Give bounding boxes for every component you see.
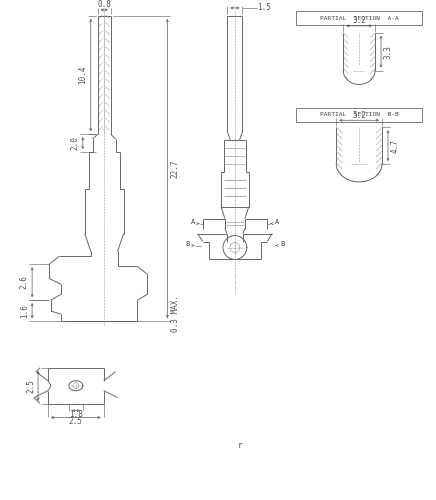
Text: PARTIAL  SECTION  A-A: PARTIAL SECTION A-A: [320, 16, 399, 21]
Text: B: B: [280, 240, 284, 246]
Text: 4.7: 4.7: [391, 138, 399, 152]
Text: 1.5: 1.5: [257, 4, 271, 13]
Text: 1.6: 1.6: [20, 304, 29, 318]
Text: PARTIAL  SECTION  B-B: PARTIAL SECTION B-B: [320, 112, 399, 117]
FancyBboxPatch shape: [296, 12, 422, 26]
FancyBboxPatch shape: [296, 108, 422, 122]
Text: 2.5: 2.5: [69, 417, 83, 426]
Text: 3.2: 3.2: [352, 16, 366, 26]
Text: 0.3 MAX.: 0.3 MAX.: [171, 294, 180, 332]
Text: r: r: [238, 441, 242, 450]
Text: A: A: [275, 218, 279, 224]
Text: 2.5: 2.5: [27, 378, 36, 392]
Text: 1.8: 1.8: [69, 410, 83, 419]
Text: 2.0: 2.0: [70, 136, 79, 150]
Text: 3.3: 3.3: [384, 44, 392, 59]
Text: 2.6: 2.6: [20, 276, 29, 289]
Text: 22.7: 22.7: [171, 159, 180, 178]
Text: 0.8: 0.8: [97, 0, 111, 10]
Text: A: A: [191, 218, 195, 224]
Text: B: B: [186, 240, 190, 246]
Text: 5.2: 5.2: [352, 111, 366, 120]
Text: 10.4: 10.4: [78, 66, 87, 84]
